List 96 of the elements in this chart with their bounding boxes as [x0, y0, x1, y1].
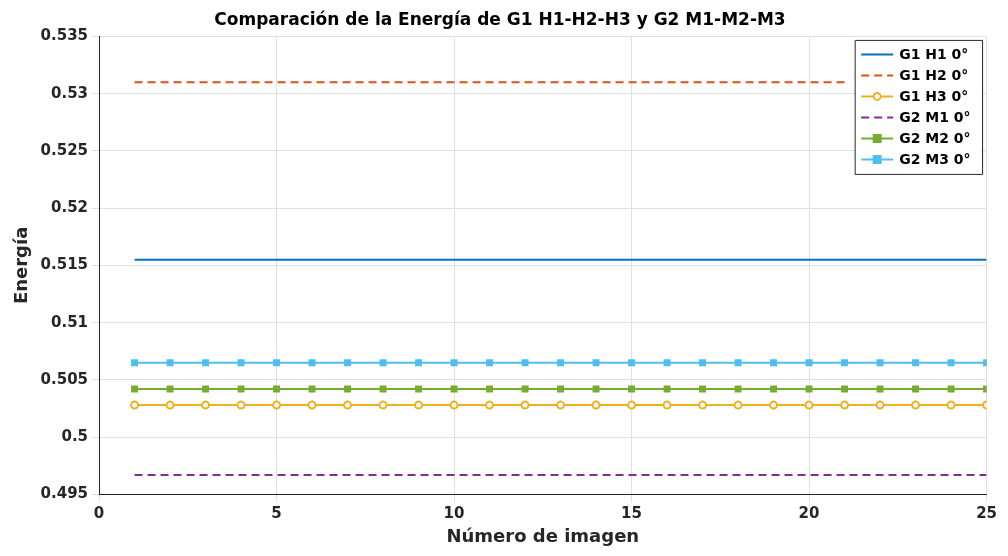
x-tick-label: 5 — [271, 504, 282, 523]
x-axis-title: Número de imagen — [446, 524, 640, 546]
point — [449, 400, 459, 410]
point — [557, 359, 565, 367]
point — [344, 385, 352, 393]
point — [769, 400, 779, 410]
point — [841, 385, 849, 393]
point — [344, 359, 352, 367]
point — [202, 385, 210, 393]
point — [698, 400, 708, 410]
y-tick-label: 0.525 — [40, 140, 89, 159]
point — [237, 359, 245, 367]
point — [486, 385, 494, 393]
point — [450, 385, 458, 393]
point — [378, 400, 388, 410]
point — [308, 385, 316, 393]
chart-title: Comparación de la Energía de G1 H1-H2-H3 y G2 M1-M2-M3 — [214, 8, 786, 29]
point — [486, 359, 494, 367]
point — [273, 385, 281, 393]
point — [415, 359, 423, 367]
x-tick-label: 0 — [93, 504, 105, 523]
x-tick-label: 25 — [976, 504, 997, 523]
y-tick-label: 0.495 — [40, 484, 89, 503]
y-tick-label: 0.5 — [61, 427, 89, 446]
point — [130, 400, 140, 410]
point — [450, 359, 458, 367]
point — [166, 359, 174, 367]
point — [414, 400, 424, 410]
point — [876, 359, 884, 367]
legend-label: G2 M2 0° — [899, 130, 971, 147]
point — [946, 400, 956, 410]
point — [770, 359, 778, 367]
point — [307, 400, 317, 410]
point — [520, 400, 530, 410]
x-tick-label: 15 — [621, 504, 642, 523]
point — [770, 385, 778, 393]
point — [876, 385, 884, 393]
point — [841, 359, 849, 367]
point — [272, 400, 282, 410]
point — [912, 385, 920, 393]
y-tick-label: 0.51 — [51, 312, 89, 331]
point — [379, 385, 387, 393]
y-tick-label: 0.52 — [51, 198, 89, 217]
point — [131, 385, 139, 393]
point — [947, 385, 955, 393]
point — [485, 400, 495, 410]
y-tick-label: 0.515 — [40, 255, 89, 274]
y-tick-label: 0.535 — [40, 26, 89, 45]
point — [627, 400, 637, 410]
point — [875, 400, 885, 410]
point — [343, 400, 353, 410]
point — [805, 359, 813, 367]
point — [556, 400, 566, 410]
point — [165, 400, 175, 410]
point — [734, 359, 742, 367]
point — [557, 385, 565, 393]
point — [592, 385, 600, 393]
legend-label: G1 H1 0° — [899, 46, 969, 63]
y-tick-label: 0.505 — [40, 369, 89, 388]
point — [805, 385, 813, 393]
point — [699, 359, 707, 367]
point — [591, 400, 601, 410]
legend-label: G1 H3 0° — [899, 88, 969, 105]
x-tick-label: 20 — [798, 504, 820, 523]
point — [628, 385, 636, 393]
x-tick-label: 10 — [443, 504, 465, 523]
point — [804, 400, 814, 410]
point — [663, 385, 671, 393]
point — [911, 400, 921, 410]
y-tick-label: 0.53 — [51, 83, 89, 102]
point — [415, 385, 423, 393]
point — [308, 359, 316, 367]
point — [840, 400, 850, 410]
point — [662, 400, 672, 410]
point — [734, 385, 742, 393]
point — [521, 385, 529, 393]
point — [663, 359, 671, 367]
legend-label: G1 H2 0° — [899, 67, 969, 84]
point — [166, 385, 174, 393]
point — [131, 359, 139, 367]
legend-label: G2 M1 0° — [899, 109, 971, 126]
legend-label: G2 M3 0° — [899, 151, 971, 168]
point — [628, 359, 636, 367]
point — [947, 359, 955, 367]
point — [733, 400, 743, 410]
point — [912, 359, 920, 367]
point — [699, 385, 707, 393]
point — [202, 359, 210, 367]
point — [201, 400, 211, 410]
point — [592, 359, 600, 367]
point — [521, 359, 529, 367]
point — [273, 359, 281, 367]
point — [237, 385, 245, 393]
y-axis-title: Energía — [10, 226, 32, 305]
point — [379, 359, 387, 367]
point — [236, 400, 246, 410]
